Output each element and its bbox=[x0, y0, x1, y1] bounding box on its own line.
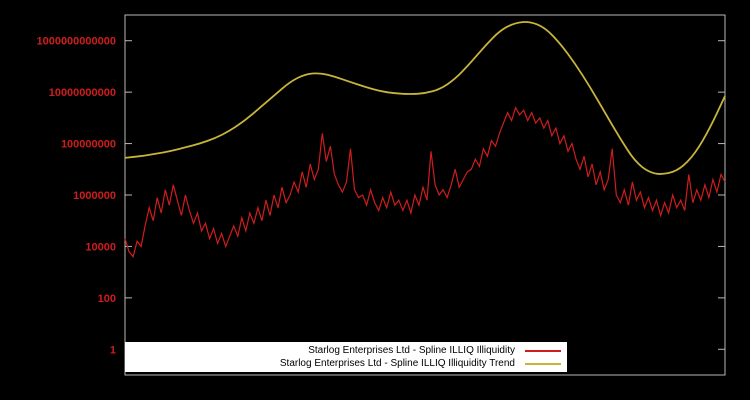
legend-label-illiquidity: Starlog Enterprises Ltd - Spline ILLIQ I… bbox=[308, 344, 515, 356]
legend-sample-trend-line bbox=[525, 362, 561, 365]
legend-label-trend: Starlog Enterprises Ltd - Spline ILLIQ I… bbox=[279, 357, 515, 369]
legend: Starlog Enterprises Ltd - Spline ILLIQ I… bbox=[125, 342, 567, 372]
illiquidity-trend-line bbox=[124, 21, 726, 175]
y-tick-label: 1000000 bbox=[73, 190, 116, 202]
legend-row-illiquidity: Starlog Enterprises Ltd - Spline ILLIQ I… bbox=[125, 345, 561, 357]
y-tick-label: 10000 bbox=[85, 241, 116, 253]
y-tick-label: 100000000 bbox=[61, 139, 116, 151]
legend-sample-illiquidity-line bbox=[525, 349, 561, 352]
illiquidity-series-line bbox=[124, 106, 726, 259]
y-axis: 1 100 10000 1000000 100000000 10000000000 1000… bbox=[36, 36, 725, 356]
y-tick-label: 10000000000 bbox=[49, 87, 116, 99]
y-tick-label: 100 bbox=[98, 293, 116, 305]
legend-row-trend: Starlog Enterprises Ltd - Spline ILLIQ I… bbox=[125, 358, 561, 370]
y-tick-label: 1000000000000 bbox=[36, 36, 116, 48]
y-tick-label: 1 bbox=[110, 344, 116, 356]
